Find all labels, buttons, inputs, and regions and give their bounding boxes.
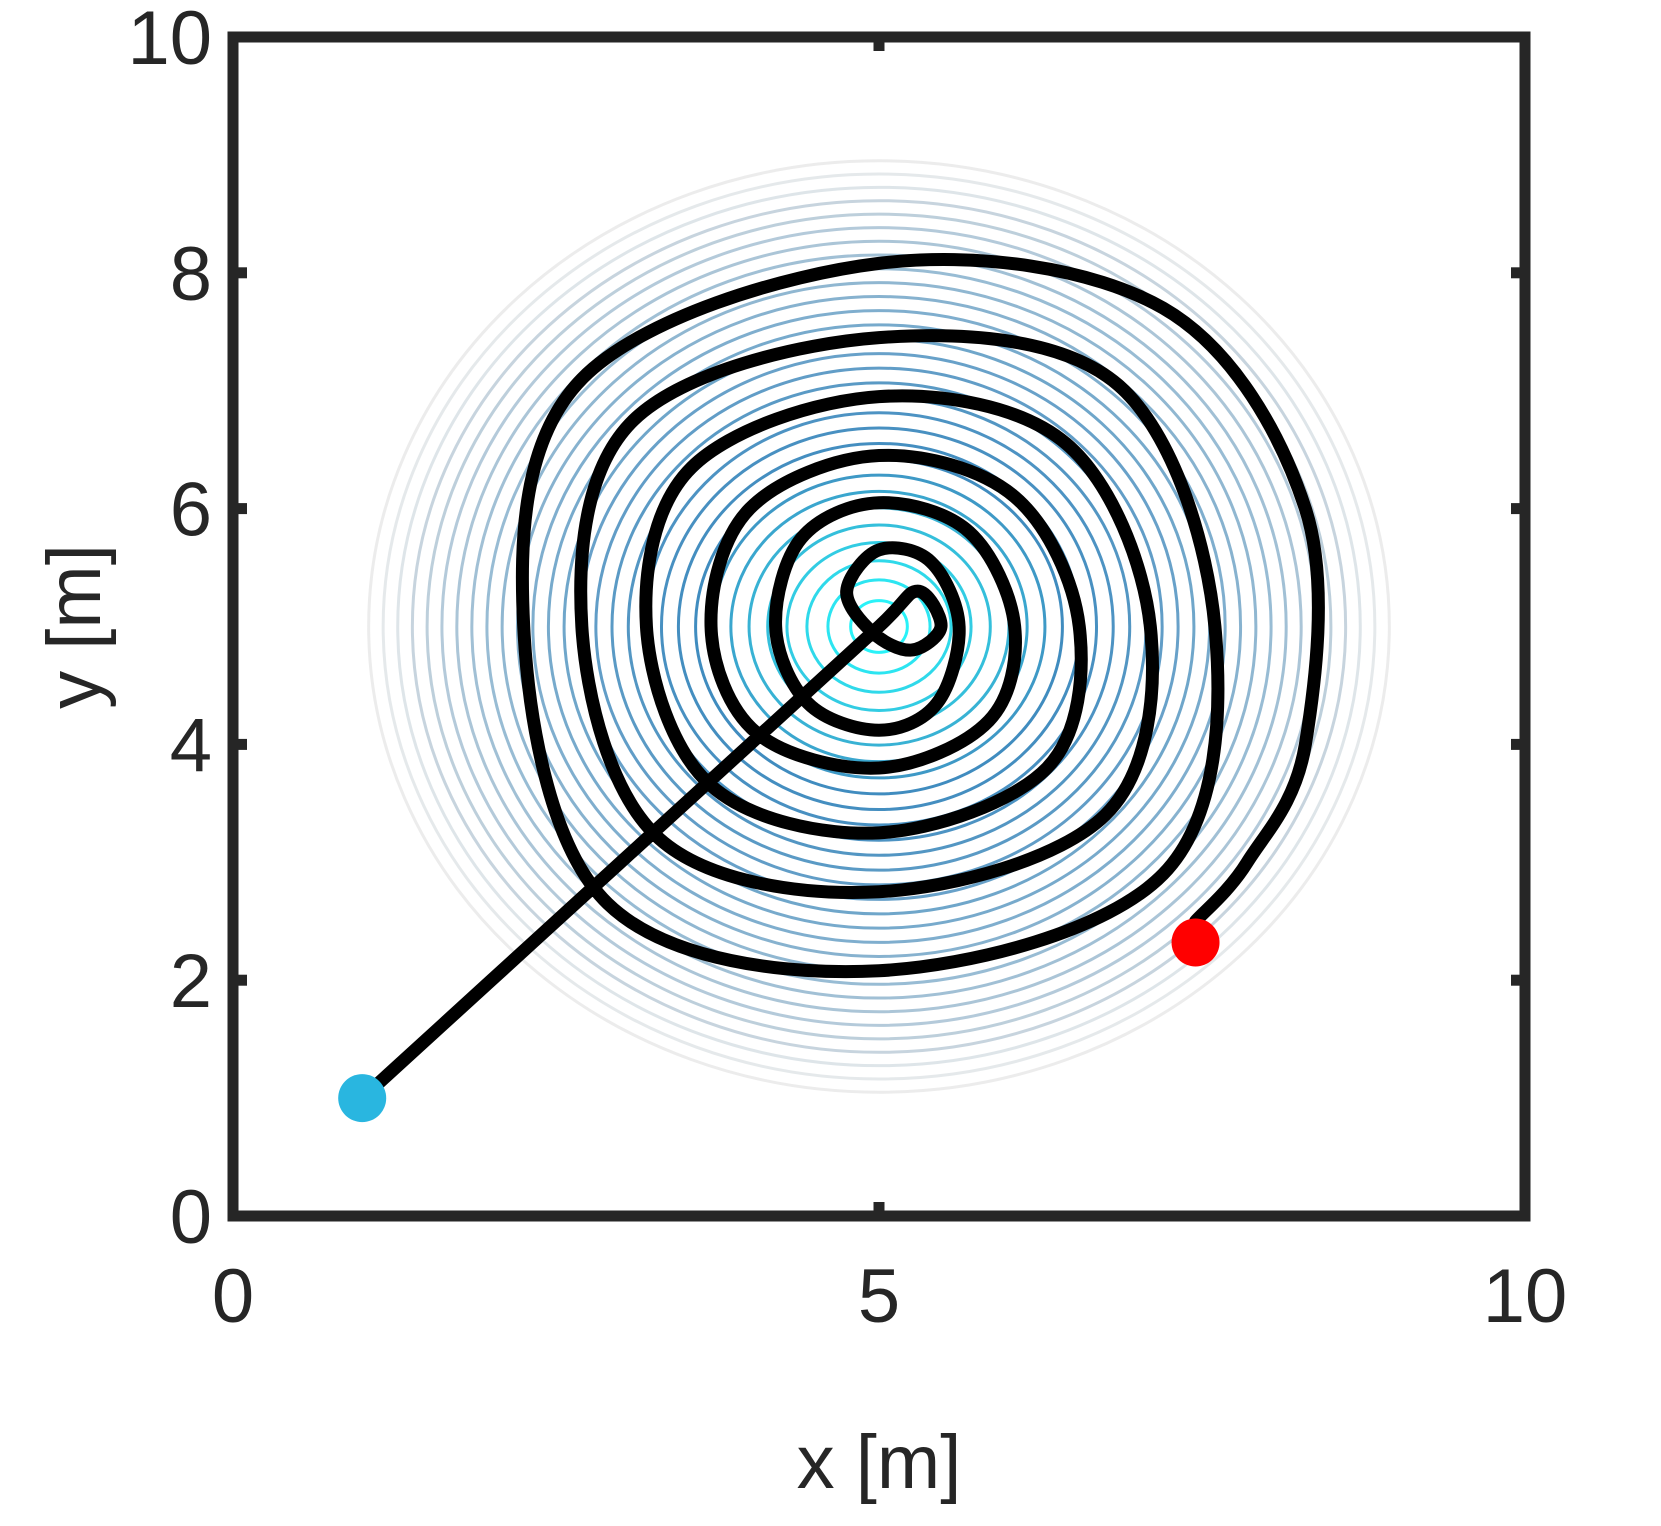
trajectory-layer	[355, 253, 1325, 1105]
contour-level	[425, 212, 1333, 1041]
contour-level	[455, 239, 1303, 1014]
y-tick-label: 6	[170, 468, 212, 553]
start-point-marker	[338, 1074, 387, 1123]
contour-level	[410, 199, 1348, 1054]
x-axis-label: x [m]	[797, 1420, 962, 1505]
contour-level	[659, 426, 1099, 827]
markers-layer	[338, 918, 1220, 1123]
y-tick-label: 2	[170, 939, 212, 1024]
contour-level	[849, 599, 909, 654]
contour-level	[381, 172, 1377, 1081]
trajectory-line	[355, 253, 1325, 1105]
x-tick-label: 5	[858, 1254, 900, 1339]
y-tick-label: 0	[170, 1175, 212, 1260]
contour-level	[396, 185, 1362, 1068]
contour-level	[470, 253, 1288, 1000]
y-tick-label: 4	[170, 703, 212, 788]
contour-level	[531, 309, 1227, 944]
end-point-marker	[1171, 918, 1220, 967]
contour-level	[367, 159, 1391, 1094]
contour-level	[785, 540, 973, 713]
ticks-layer: 0 5 10 0 2 4 6 8 10	[127, 0, 1567, 1339]
y-tick-label: 10	[127, 0, 212, 81]
contour-level	[805, 559, 953, 694]
x-tick-label: 0	[212, 1254, 254, 1339]
contour-level	[594, 366, 1164, 887]
y-tick-label: 8	[170, 232, 212, 317]
y-axis-label: y [m]	[32, 544, 117, 709]
x-tick-label: 10	[1483, 1254, 1568, 1339]
contour-level	[826, 578, 932, 675]
